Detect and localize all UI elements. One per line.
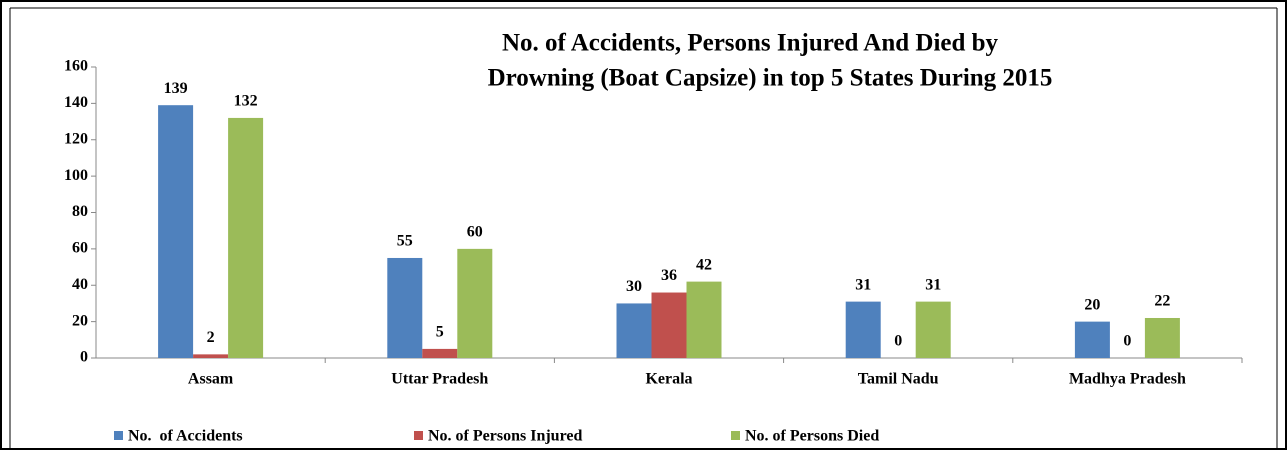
data-label: 31: [925, 276, 941, 293]
legend-swatch: [114, 431, 123, 440]
bar: [193, 354, 229, 358]
legend-swatch: [414, 431, 423, 440]
legend-label: No. of Persons Injured: [428, 428, 582, 445]
data-label: 31: [855, 276, 871, 293]
bar: [158, 105, 194, 358]
y-tick-label: 140: [64, 94, 88, 111]
bar: [915, 301, 951, 358]
y-tick-label: 20: [72, 312, 88, 329]
data-label: 22: [1154, 293, 1170, 310]
x-tick-label: Assam: [188, 371, 234, 388]
data-label: 42: [696, 256, 712, 273]
x-tick-label: Madhya Pradesh: [1069, 371, 1186, 388]
bar: [1074, 321, 1110, 358]
y-tick-label: 100: [64, 167, 88, 184]
y-tick-label: 80: [72, 203, 88, 220]
data-label: 0: [894, 333, 902, 350]
x-tick-label: Uttar Pradesh: [391, 371, 488, 388]
bar: [387, 257, 423, 358]
y-tick-label: 60: [72, 240, 88, 257]
legend-swatch: [731, 431, 740, 440]
bar: [686, 281, 722, 358]
y-tick-label: 40: [72, 276, 88, 293]
y-tick-label: 120: [64, 130, 88, 147]
chart-title: No. of Accidents, Persons Injured And Di…: [502, 30, 999, 57]
data-label: 55: [397, 233, 413, 250]
bar: [651, 292, 687, 358]
data-label: 2: [207, 329, 215, 346]
bar: [845, 301, 881, 358]
data-label: 30: [626, 278, 642, 295]
y-tick-label: 160: [64, 58, 88, 75]
data-label: 0: [1123, 333, 1131, 350]
data-label: 36: [661, 267, 677, 284]
bar: [228, 117, 264, 358]
bar: [616, 303, 652, 358]
x-tick-label: Tamil Nadu: [858, 371, 939, 388]
legend-label: No. of Accidents: [128, 428, 243, 445]
data-label: 139: [164, 80, 188, 97]
data-label: 132: [234, 93, 258, 110]
data-label: 60: [467, 224, 483, 241]
chart-title: Drowning (Boat Capsize) in top 5 States …: [488, 65, 1053, 92]
bar: [422, 348, 458, 358]
bar: [1144, 317, 1180, 358]
data-label: 20: [1084, 296, 1100, 313]
bar: [457, 248, 493, 358]
legend-label: No. of Persons Died: [745, 428, 879, 445]
x-tick-label: Kerala: [645, 371, 692, 388]
y-tick-label: 0: [80, 349, 88, 366]
data-label: 5: [436, 324, 444, 341]
